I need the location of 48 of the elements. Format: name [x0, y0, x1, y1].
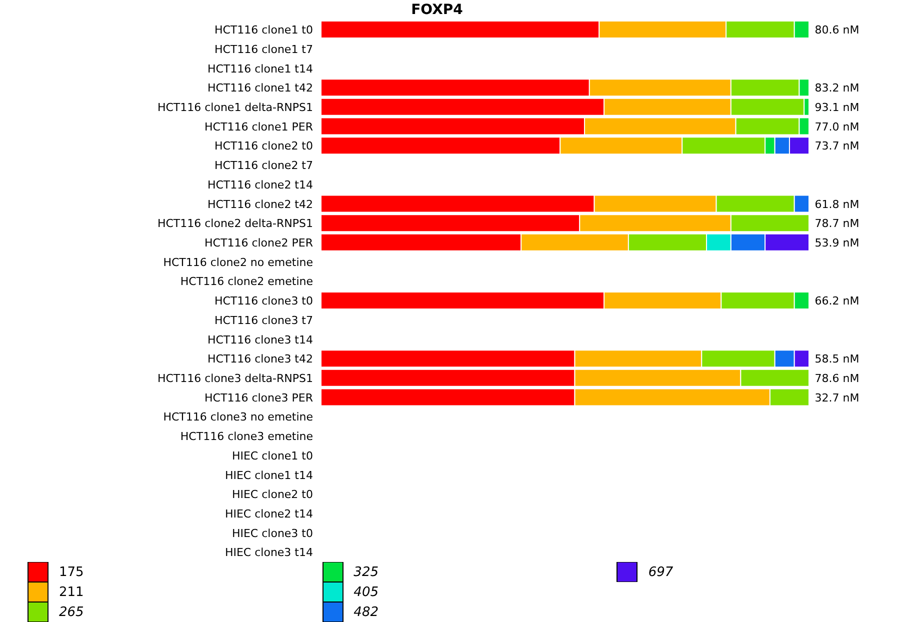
y-tick-label: HCT116 clone3 emetine: [180, 430, 314, 444]
y-tick-label: HIEC clone2 t14: [224, 508, 313, 521]
y-tick-label: HCT116 clone3 t0: [214, 294, 313, 308]
y-tick-label: HCT116 clone3 delta-RNPS1: [157, 372, 313, 386]
text: 66.2 nM: [814, 294, 860, 308]
legend-label: 175: [59, 564, 84, 580]
y-tick-label: HIEC clone1 t14: [224, 468, 313, 482]
text: 77.0 nM: [814, 120, 860, 134]
y-tick-label: HIEC clone3 t14: [224, 546, 313, 560]
y-tick-label: HCT116 clone2 t0: [214, 140, 313, 153]
y-tick-label: HIEC clone2 t0: [232, 488, 313, 502]
legend-label: 265: [59, 604, 84, 620]
y-tick-label: HCT116 clone3 no emetine: [163, 410, 314, 424]
y-tick-label: HCT116 clone3 t42: [207, 352, 313, 366]
y-tick-label: HCT116 clone1 t14: [207, 62, 313, 76]
y-tick-label: HCT116 clone1 delta-RNPS1: [157, 101, 313, 114]
text: 73.7 nM: [814, 140, 860, 153]
y-tick-label: HCT116 clone2 delta-RNPS1: [157, 217, 313, 230]
legend-label: 697: [648, 564, 674, 580]
text: 83.2 nM: [814, 82, 860, 95]
legend-label: 211: [59, 584, 84, 600]
text: 78.6 nM: [814, 372, 860, 386]
y-tick-label: HCT116 clone1 t42: [207, 82, 313, 95]
legend-label: 482: [354, 604, 378, 620]
text: 32.7 nM: [814, 391, 860, 404]
chart-title: FOXP4: [411, 2, 463, 18]
y-tick-label: HCT116 clone1 t7: [214, 42, 313, 56]
y-tick-label: HIEC clone3 t0: [232, 526, 313, 540]
y-tick-label: HCT116 clone2 emetine: [180, 275, 314, 288]
y-tick-label: HCT116 clone2 t7: [214, 159, 313, 172]
y-tick-label: HCT116 clone3 t7: [214, 314, 313, 327]
text: 58.5 nM: [814, 352, 860, 366]
text: 61.8 nM: [814, 198, 860, 211]
y-tick-label: HCT116 clone3 t14: [207, 333, 313, 346]
y-tick-label: HCT116 clone1 t0: [214, 24, 313, 37]
y-tick-label: HCT116 clone1 PER: [204, 120, 314, 134]
y-tick-label: HCT116 clone2 t14: [207, 178, 313, 192]
legend-label: 325: [354, 564, 378, 580]
text: 78.7 nM: [814, 217, 860, 230]
y-tick-label: HCT116 clone2 PER: [204, 236, 314, 250]
text: 80.6 nM: [814, 24, 860, 37]
y-tick-label: HCT116 clone2 no emetine: [163, 256, 314, 269]
y-tick-label: HIEC clone1 t0: [232, 449, 313, 462]
y-tick-label: HCT116 clone3 PER: [204, 391, 314, 404]
y-tick-label: HCT116 clone2 t42: [207, 198, 313, 211]
text: 53.9 nM: [814, 236, 860, 250]
legend-label: 405: [354, 584, 378, 600]
text: 93.1 nM: [814, 101, 860, 114]
